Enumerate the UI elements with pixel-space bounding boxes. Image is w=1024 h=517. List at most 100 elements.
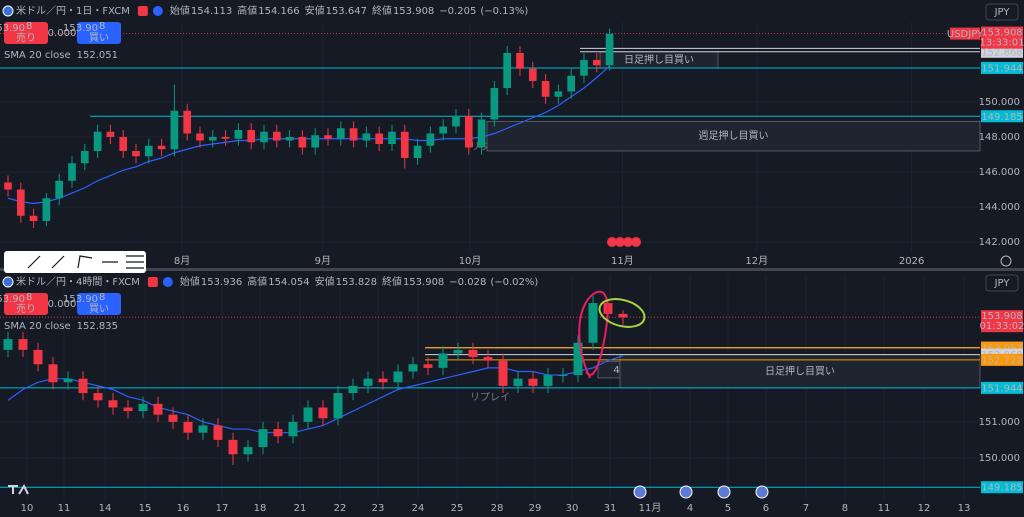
pane-divider (0, 268, 1024, 271)
candle-body (93, 393, 103, 401)
candle-body (108, 400, 118, 408)
currency-button[interactable] (985, 3, 1019, 21)
zone (486, 120, 981, 152)
x-tick-label: 11月 (611, 255, 634, 267)
ohlc-label: 始値 (170, 4, 190, 17)
candle-body (33, 349, 43, 365)
event-icon[interactable] (631, 237, 641, 247)
sell-button[interactable] (4, 22, 48, 44)
candle-body (260, 131, 268, 143)
chart-title: 米ドル／円・1日・FXCM (16, 4, 130, 17)
level-tag (981, 481, 1023, 494)
level-tag-label: 151.944 (981, 383, 1022, 394)
event-icon[interactable] (679, 485, 693, 499)
candle-body (453, 349, 463, 354)
ohlc-label: 高値 (247, 275, 267, 288)
sma-line (7, 65, 610, 205)
level-tag-label: 152.868 (981, 47, 1022, 58)
buy-price: 153.90 (63, 294, 98, 305)
y-tick-label: 142.000 (979, 237, 1020, 248)
candle-body (168, 414, 178, 422)
y-tick-label: 150.000 (979, 453, 1020, 464)
candle-body (477, 119, 486, 148)
candle-body (228, 439, 238, 455)
candle-body (68, 163, 76, 181)
sell-button[interactable] (4, 293, 48, 315)
candle-body (413, 145, 422, 159)
x-tick-label: 4 (687, 503, 693, 514)
symbol-tag-label: USDJPY (947, 29, 984, 40)
x-tick-label: 17 (216, 503, 229, 514)
watermark: リプレイ (470, 392, 510, 404)
x-tick-label: 10 (21, 503, 34, 514)
candle-body (63, 378, 73, 383)
alert-icon[interactable] (137, 6, 148, 16)
candle-body (592, 59, 601, 66)
symbol-tag (950, 27, 980, 40)
candle-body (588, 303, 598, 343)
event-icon[interactable] (717, 485, 731, 499)
x-tick-label: 22 (334, 503, 347, 514)
candle-body (78, 378, 88, 394)
event-icon[interactable] (755, 485, 769, 499)
event-icon[interactable] (607, 237, 617, 247)
level-tag-label: 149.185 (981, 112, 1022, 123)
countdown: 01:33:02 (980, 321, 1024, 332)
candle-body (196, 133, 204, 141)
candle-body (138, 403, 148, 412)
toolbar-bg[interactable] (4, 251, 146, 273)
candle-body (144, 145, 153, 157)
candle-body (567, 75, 576, 92)
x-tick-label: 11 (58, 503, 71, 514)
candle-body (221, 137, 230, 139)
x-tick-label: 2026 (899, 256, 924, 267)
candle-body (423, 364, 433, 368)
candle-body (80, 151, 89, 164)
ohlc-value: 154.166 (258, 6, 299, 17)
candle-body (580, 59, 588, 76)
candle-body (426, 133, 435, 146)
x-tick-label: 31 (604, 503, 617, 514)
ohlc-value: 154.054 (268, 277, 309, 288)
replay-icon[interactable] (162, 277, 173, 287)
x-tick-label: 11月 (639, 502, 662, 514)
annotations (578, 290, 646, 379)
candle-body (393, 371, 403, 383)
event-icons (8, 237, 1012, 499)
ohlc-label: 始値 (180, 275, 200, 288)
candle-body (258, 429, 268, 448)
candle-body (378, 378, 388, 383)
replay-icon[interactable] (152, 6, 163, 16)
candle-body (363, 378, 373, 386)
candle-body (183, 421, 193, 433)
candle-body (247, 129, 256, 143)
x-tick-label: 10月 (459, 255, 482, 267)
drawing-toolbar[interactable] (4, 251, 146, 273)
candle-body (336, 128, 345, 139)
x-tick-label: 6 (763, 503, 769, 514)
candle-body (464, 115, 473, 148)
candle-body (272, 131, 281, 141)
buy-button[interactable] (77, 293, 121, 315)
buy-price: 153.90 (63, 23, 98, 34)
event-icon[interactable] (633, 485, 647, 499)
candle-body (29, 215, 38, 222)
last-price-tag (981, 26, 1023, 49)
candle-body (93, 131, 102, 152)
change-pct: (−0.02%) (490, 277, 538, 288)
sell-pip: 8 (26, 292, 32, 303)
buy-button[interactable] (77, 22, 121, 44)
currency-button[interactable] (985, 274, 1019, 292)
last-price-label: 153.908 (981, 311, 1022, 322)
toolbar-icons[interactable] (27, 255, 144, 269)
event-icon[interactable] (623, 237, 633, 247)
candle-body (153, 403, 163, 415)
level-tag (981, 45, 1023, 58)
alert-icon[interactable] (147, 277, 158, 287)
event-icon[interactable] (615, 237, 625, 247)
x-tick-label: 12 (918, 503, 931, 514)
x-tick-label: 8月 (174, 255, 190, 267)
settings-icon[interactable] (1000, 255, 1012, 267)
